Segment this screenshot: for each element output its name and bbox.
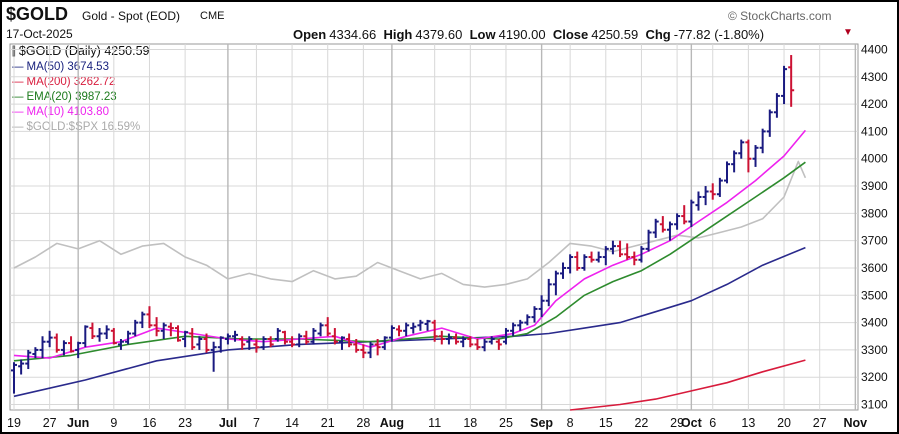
- legend-item-ma200: — MA(200) 3262.72: [12, 76, 116, 88]
- chart-legend: ⫿ $GOLD (Daily) 4250.59 — MA(50) 3674.53 …: [12, 44, 150, 135]
- chg-label: Chg: [645, 27, 671, 42]
- legend-title: ⫿ $GOLD (Daily) 4250.59: [12, 44, 150, 58]
- exchange-label: CME: [200, 10, 225, 22]
- close-label: Close: [552, 27, 589, 42]
- high-label: High: [383, 27, 413, 42]
- price-series-icon: ⫿: [12, 46, 16, 58]
- high-value: 4379.60: [415, 27, 463, 42]
- ma50-swatch-icon: —: [12, 61, 24, 73]
- open-label: Open: [293, 27, 327, 42]
- ratio-swatch-icon: —: [12, 121, 24, 133]
- ema20-swatch-icon: —: [12, 91, 24, 103]
- symbol-description: Gold - Spot (EOD): [82, 9, 181, 23]
- copyright-label[interactable]: © StockCharts.com: [728, 9, 832, 23]
- ma200-swatch-icon: —: [12, 76, 24, 88]
- low-value: 4190.00: [498, 27, 546, 42]
- legend-item-ema20: — EMA(20) 3987.23: [12, 91, 117, 103]
- legend-item-ratio: — $GOLD:$SPX 16.59%: [12, 121, 141, 133]
- low-label: Low: [469, 27, 496, 42]
- ohlc-readout: Open 4334.66 High 4379.60 Low 4190.00 Close…: [293, 27, 764, 42]
- symbol-title: $GOLD: [6, 4, 69, 24]
- ma10-swatch-icon: —: [12, 106, 24, 118]
- open-value: 4334.66: [329, 27, 377, 42]
- down-arrow-icon: ▼: [843, 27, 853, 38]
- legend-item-ma10: — MA(10) 4103.80: [12, 106, 109, 118]
- chg-value: -77.82 (-1.80%): [673, 27, 765, 42]
- close-value: 4250.59: [591, 27, 639, 42]
- legend-item-ma50: — MA(50) 3674.53: [12, 61, 109, 73]
- chart-date: 17-Oct-2025: [6, 27, 73, 41]
